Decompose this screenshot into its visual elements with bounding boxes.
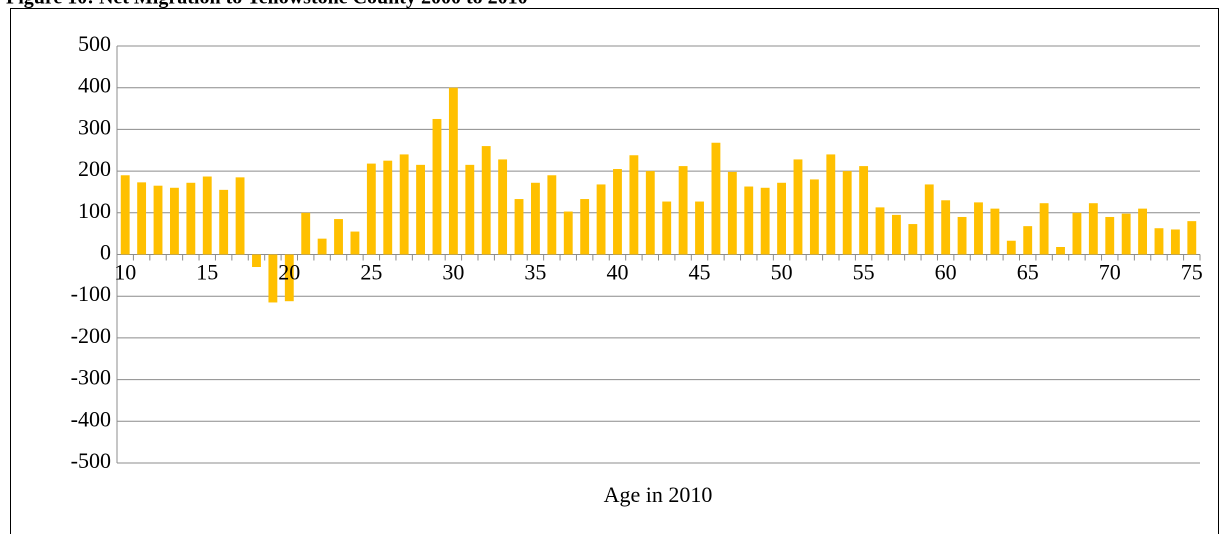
bar	[1154, 228, 1164, 255]
bar	[924, 184, 934, 255]
bar	[498, 159, 508, 255]
bar	[678, 166, 688, 255]
y-tick-label: -400	[71, 406, 111, 431]
bar	[481, 146, 491, 255]
bar	[1023, 226, 1033, 255]
bar	[760, 187, 770, 255]
bar	[990, 208, 1000, 255]
bar	[235, 177, 245, 255]
y-tick-label: -500	[71, 448, 111, 473]
bar	[974, 202, 983, 255]
bar	[399, 154, 409, 255]
bar	[137, 182, 147, 255]
bar	[908, 224, 918, 255]
bar	[596, 184, 606, 255]
bar	[514, 199, 524, 255]
bar	[268, 254, 278, 303]
bar	[317, 238, 327, 255]
bar	[629, 155, 639, 255]
y-tick-label: 100	[78, 198, 111, 223]
x-tick-label: 10	[114, 260, 136, 285]
y-tick-label: 300	[78, 114, 111, 139]
bar	[1138, 208, 1147, 255]
bar	[252, 254, 261, 268]
bar	[383, 160, 393, 255]
bar	[957, 216, 967, 255]
x-tick-label: 75	[1181, 260, 1203, 285]
y-tick-label: -300	[71, 365, 111, 390]
x-tick-label: 15	[196, 260, 218, 285]
x-tick-label: 30	[442, 260, 464, 285]
bar	[284, 254, 294, 302]
y-tick-label: 200	[78, 156, 111, 181]
bar	[432, 118, 442, 255]
bar	[613, 169, 622, 255]
bar	[1006, 240, 1016, 255]
bar	[727, 171, 737, 255]
bar	[580, 199, 590, 255]
x-tick-label: 20	[278, 260, 300, 285]
bar	[219, 189, 229, 255]
bar	[547, 175, 557, 255]
bar	[809, 179, 819, 255]
bar	[793, 159, 803, 255]
bar	[334, 219, 343, 255]
bar	[350, 231, 360, 255]
x-tick-label: 35	[524, 260, 546, 285]
y-tick-label: -100	[71, 281, 111, 306]
x-tick-label: 45	[689, 260, 711, 285]
y-tick-label: -200	[71, 323, 111, 348]
bar	[744, 186, 754, 255]
x-tick-label: 50	[771, 260, 793, 285]
bar	[1105, 216, 1115, 255]
bar	[170, 187, 179, 255]
bar	[416, 164, 425, 255]
bar	[153, 185, 163, 255]
x-tick-label: 25	[360, 260, 382, 285]
bar	[662, 201, 672, 255]
y-tick-label: 400	[78, 73, 111, 98]
bar	[1072, 212, 1082, 255]
x-tick-label: 65	[1017, 260, 1039, 285]
bar	[563, 211, 573, 255]
bar	[826, 154, 836, 255]
y-tick-label: 0	[100, 240, 111, 265]
bar	[465, 164, 475, 255]
bar	[1039, 203, 1049, 255]
bar	[695, 201, 704, 255]
bar	[1121, 213, 1131, 255]
chart-title: Figure 10: Net Migration to Yellowstone …	[6, 0, 528, 9]
bar	[711, 142, 721, 255]
bar	[448, 87, 458, 255]
bar	[186, 182, 196, 255]
bar	[531, 182, 540, 255]
x-tick-label: 55	[853, 260, 875, 285]
x-axis-title: Age in 2010	[604, 482, 713, 507]
bar	[645, 171, 655, 255]
bar	[892, 214, 901, 255]
bar	[875, 207, 885, 255]
x-tick-label: 70	[1099, 260, 1121, 285]
bar	[366, 163, 376, 255]
bar	[1170, 229, 1180, 255]
y-tick-label: 500	[78, 31, 111, 56]
x-tick-label: 60	[935, 260, 957, 285]
bar	[842, 171, 852, 255]
bar	[301, 212, 311, 255]
bar	[1056, 246, 1065, 255]
bar	[120, 175, 130, 255]
bar	[777, 182, 786, 255]
bar	[941, 200, 951, 255]
x-tick-label: 40	[606, 260, 628, 285]
bar	[1187, 221, 1197, 255]
bar	[202, 176, 212, 255]
bar	[859, 166, 869, 255]
bar	[1088, 203, 1098, 255]
